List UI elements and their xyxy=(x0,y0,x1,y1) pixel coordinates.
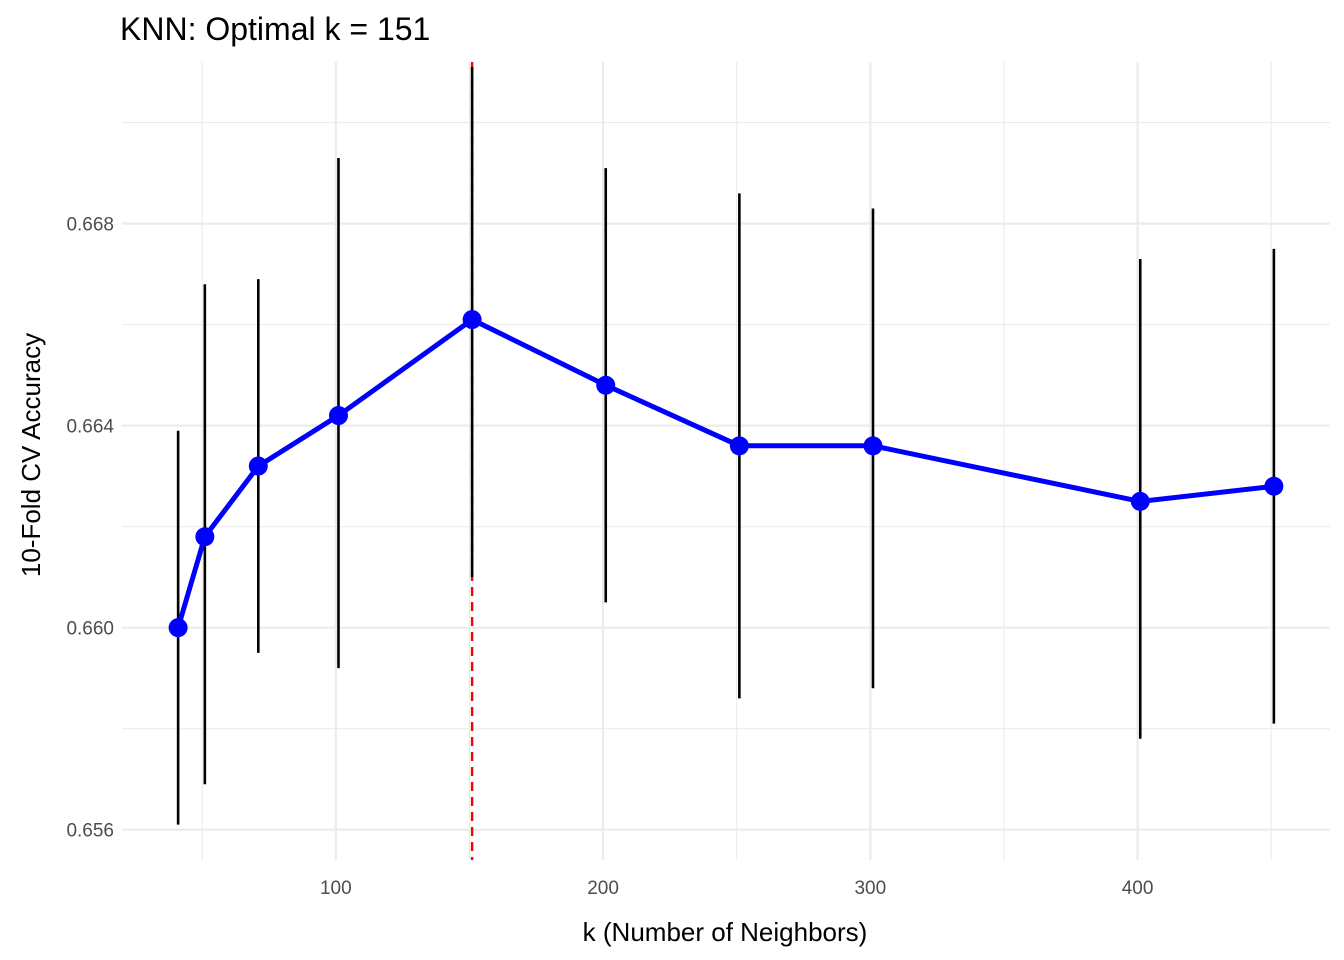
x-tick-label: 400 xyxy=(1122,878,1154,899)
data-point xyxy=(596,375,616,395)
data-point xyxy=(863,436,883,456)
accuracy-series-line xyxy=(175,317,1277,631)
data-point xyxy=(1264,476,1284,496)
x-tick-label: 300 xyxy=(854,878,886,899)
chart-title: KNN: Optimal k = 151 xyxy=(120,11,430,47)
major-gridlines xyxy=(122,62,1330,860)
y-axis-title: 10-Fold CV Accuracy xyxy=(16,333,46,577)
data-point xyxy=(248,456,268,476)
data-point xyxy=(729,436,749,456)
error-bars xyxy=(176,67,1276,825)
y-tick-label: 0.660 xyxy=(66,619,114,640)
x-tick-label: 100 xyxy=(320,878,352,899)
accuracy-points xyxy=(168,310,1284,638)
accuracy-line xyxy=(175,317,1277,631)
y-tick-label: 0.664 xyxy=(66,417,114,438)
data-point xyxy=(462,310,482,330)
data-point xyxy=(1130,491,1150,511)
y-axis-tick-labels: 0.656 0.660 0.664 0.668 xyxy=(66,215,114,842)
x-tick-label: 200 xyxy=(587,878,619,899)
x-axis-tick-labels: 100 200 300 400 xyxy=(320,878,1153,899)
data-point xyxy=(195,527,215,547)
minor-gridlines xyxy=(122,62,1330,860)
data-point xyxy=(168,618,188,638)
y-tick-label: 0.656 xyxy=(66,821,114,842)
y-tick-label: 0.668 xyxy=(66,215,114,236)
x-axis-title: k (Number of Neighbors) xyxy=(583,917,868,947)
data-point xyxy=(328,406,348,426)
